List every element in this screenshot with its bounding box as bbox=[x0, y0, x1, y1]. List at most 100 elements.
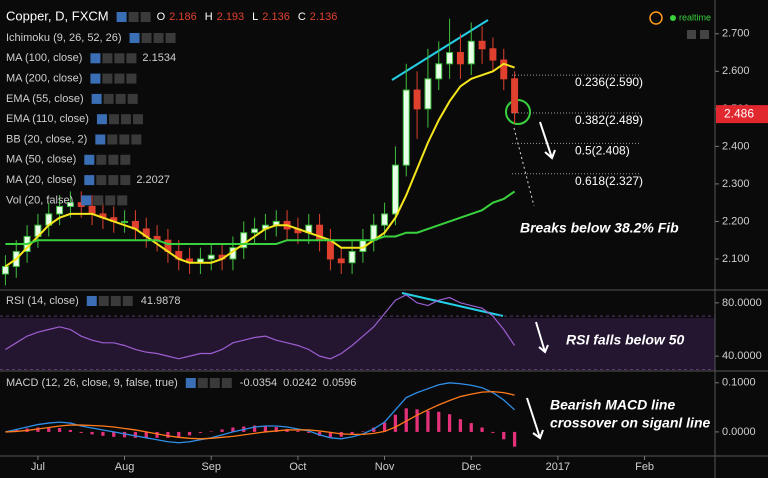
indicator-button[interactable] bbox=[102, 53, 113, 64]
histogram-bar bbox=[90, 431, 94, 435]
indicator-button[interactable] bbox=[95, 134, 106, 145]
histogram-bar bbox=[144, 431, 148, 438]
histogram-bar bbox=[426, 410, 430, 432]
indicator-button[interactable] bbox=[115, 93, 126, 104]
dotted-arrow bbox=[513, 127, 535, 207]
indicator-button[interactable] bbox=[98, 296, 109, 306]
indicator-button[interactable] bbox=[103, 93, 114, 104]
candle-body bbox=[402, 89, 410, 166]
indicator-button[interactable] bbox=[117, 195, 128, 206]
indicator-button[interactable] bbox=[86, 296, 97, 306]
button[interactable] bbox=[700, 30, 709, 39]
indicator-button[interactable] bbox=[84, 154, 95, 165]
candle-body bbox=[56, 205, 64, 215]
indicator-label: EMA (55, close) bbox=[6, 93, 84, 105]
indicator-button[interactable] bbox=[128, 12, 139, 22]
indicator-button[interactable] bbox=[84, 175, 95, 186]
indicator-button[interactable] bbox=[131, 134, 142, 145]
indicator-button[interactable] bbox=[114, 53, 125, 64]
indicator-button[interactable] bbox=[132, 114, 143, 125]
trend-line bbox=[401, 292, 504, 317]
x-tick-label: Oct bbox=[289, 461, 306, 473]
indicator-button[interactable] bbox=[119, 134, 130, 145]
alert-icon[interactable] bbox=[649, 11, 663, 25]
indicator-button[interactable] bbox=[108, 114, 119, 125]
indicator-button[interactable] bbox=[126, 53, 137, 64]
indicator-button[interactable] bbox=[120, 114, 131, 125]
histogram-bar bbox=[198, 431, 203, 433]
ohlc-letter: H bbox=[205, 11, 213, 23]
annotation: crossover on siganl line bbox=[550, 415, 710, 431]
x-tick-label: Sep bbox=[201, 461, 221, 473]
indicator-button[interactable] bbox=[96, 154, 107, 165]
y-tick-label: 0.1000 bbox=[722, 377, 756, 389]
indicator-button[interactable] bbox=[120, 154, 131, 165]
indicator-button[interactable] bbox=[90, 73, 101, 84]
x-tick-label: 2017 bbox=[546, 461, 570, 473]
panel-value: 41.9878 bbox=[141, 295, 181, 307]
indicator-button[interactable] bbox=[105, 195, 116, 206]
indicator-label: MA (20, close) bbox=[6, 174, 76, 186]
candle-body bbox=[446, 52, 454, 65]
histogram-bar bbox=[57, 427, 62, 432]
indicator-button[interactable] bbox=[107, 134, 118, 145]
histogram-bar bbox=[47, 427, 51, 432]
button[interactable] bbox=[687, 30, 696, 39]
candle-body bbox=[121, 220, 129, 223]
indicator-button[interactable] bbox=[185, 378, 196, 388]
histogram-bar bbox=[480, 427, 484, 432]
candle-body bbox=[337, 258, 345, 264]
indicator-button[interactable] bbox=[108, 175, 119, 186]
y-tick-label: 2.100 bbox=[722, 253, 750, 265]
candle-body bbox=[251, 228, 259, 234]
arrow bbox=[539, 121, 556, 160]
indicator-button[interactable] bbox=[96, 175, 107, 186]
panel-value: 0.0242 bbox=[283, 377, 317, 389]
last-price-label: 2.486 bbox=[724, 106, 754, 120]
indicator-button[interactable] bbox=[93, 195, 104, 206]
indicator-label: Vol (20, false) bbox=[6, 194, 73, 206]
annotation: RSI falls below 50 bbox=[566, 332, 684, 348]
histogram-bar bbox=[415, 409, 419, 432]
indicator-button[interactable] bbox=[127, 93, 138, 104]
histogram-bar bbox=[274, 427, 278, 432]
trend-line bbox=[391, 19, 489, 81]
indicator-button[interactable] bbox=[126, 73, 137, 84]
indicator-button[interactable] bbox=[114, 73, 125, 84]
indicator-button[interactable] bbox=[221, 378, 232, 388]
indicator-button[interactable] bbox=[197, 378, 208, 388]
candle-body bbox=[88, 205, 96, 215]
indicator-button[interactable] bbox=[110, 296, 121, 306]
indicator-button[interactable] bbox=[165, 33, 176, 43]
histogram-bar bbox=[328, 431, 333, 438]
indicator-button[interactable] bbox=[108, 154, 119, 165]
indicator-button[interactable] bbox=[102, 73, 113, 84]
indicator-button[interactable] bbox=[96, 114, 107, 125]
indicator-button[interactable] bbox=[122, 296, 133, 306]
indicator-value: 2.2027 bbox=[136, 174, 170, 186]
indicator-button[interactable] bbox=[153, 33, 164, 43]
indicator-button[interactable] bbox=[129, 33, 140, 43]
candle-body bbox=[489, 48, 497, 61]
indicator-line bbox=[5, 390, 515, 440]
indicator-button[interactable] bbox=[90, 53, 101, 64]
arrows bbox=[526, 121, 556, 440]
indicator-button[interactable] bbox=[116, 12, 127, 22]
histogram-bar bbox=[404, 408, 408, 432]
indicator-button[interactable] bbox=[81, 195, 92, 206]
indicator-button[interactable] bbox=[120, 175, 131, 186]
indicator-button[interactable] bbox=[91, 93, 102, 104]
histogram-bar bbox=[231, 427, 235, 432]
histogram-bar bbox=[512, 431, 517, 447]
ohlc-letter: C bbox=[298, 11, 306, 23]
candle-body bbox=[381, 213, 389, 226]
arrow bbox=[535, 321, 549, 354]
y-tick-label: 0.0000 bbox=[722, 426, 756, 438]
indicator-button[interactable] bbox=[141, 33, 152, 43]
indicator-button[interactable] bbox=[209, 378, 220, 388]
histogram-bar bbox=[122, 431, 127, 438]
x-tick-label: Aug bbox=[115, 461, 135, 473]
y-tick-label: 2.300 bbox=[722, 178, 750, 190]
histogram-bar bbox=[36, 427, 40, 432]
indicator-button[interactable] bbox=[140, 12, 151, 22]
